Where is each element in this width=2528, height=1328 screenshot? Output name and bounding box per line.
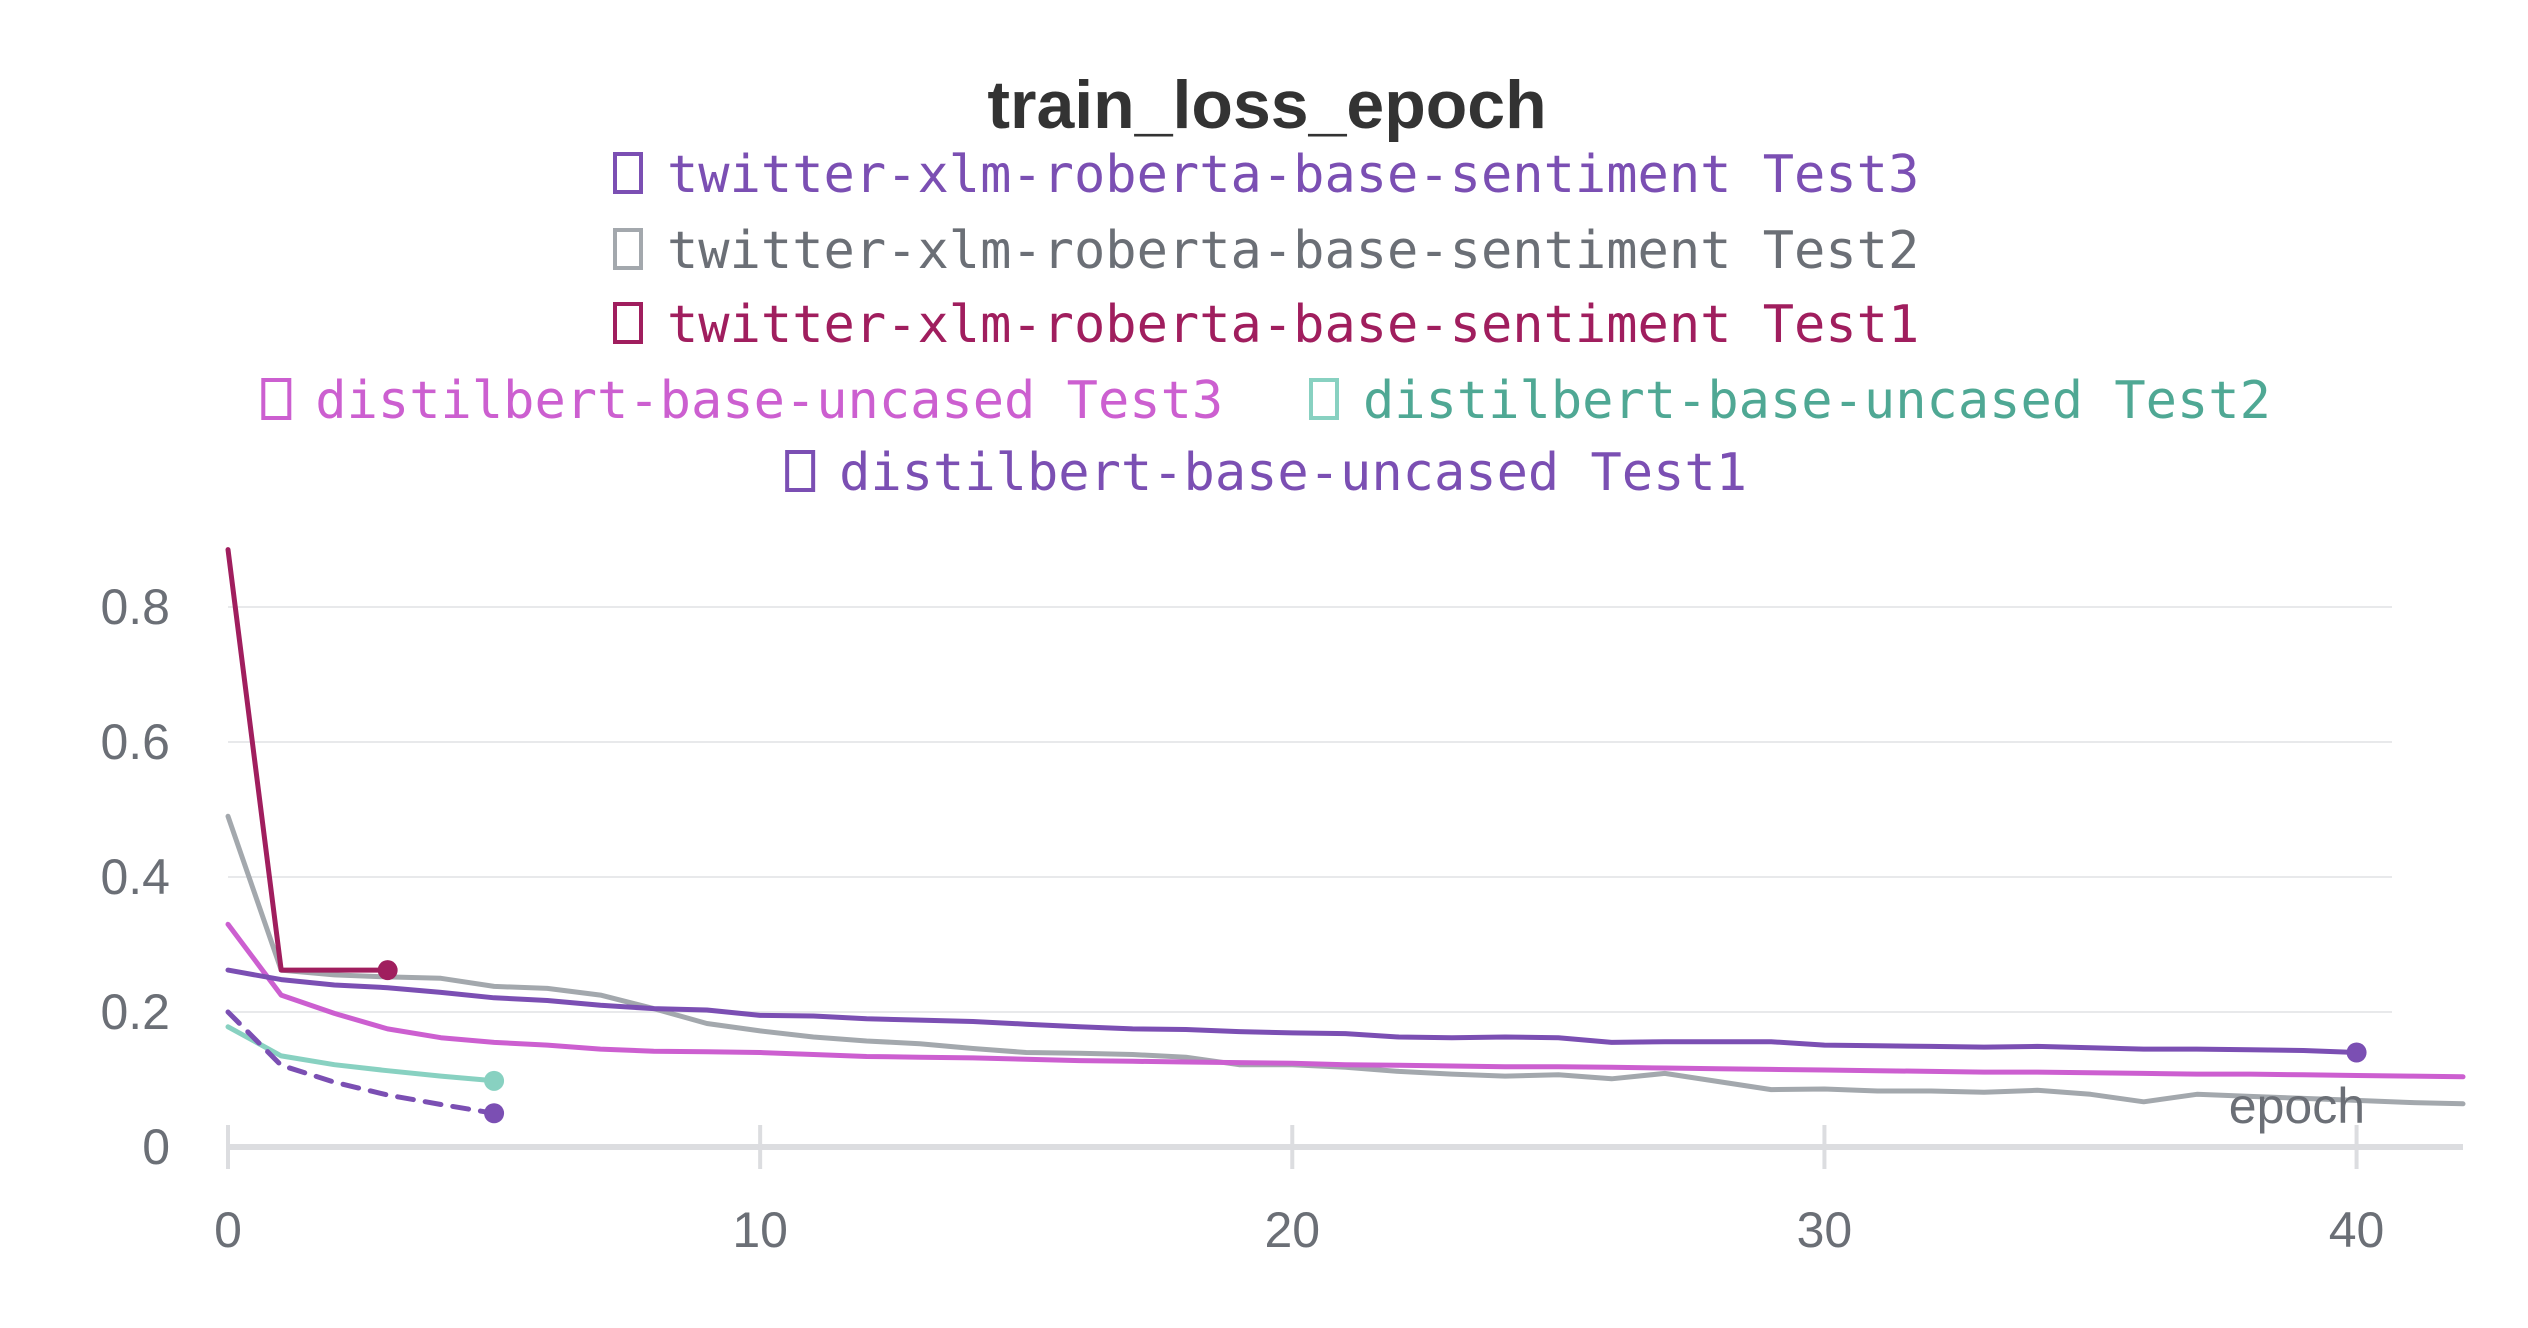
legend-item: distilbert-base-uncased Test2 bbox=[1309, 371, 2271, 431]
x-tick-label: 40 bbox=[2329, 1202, 2385, 1258]
legend: twitter-xlm-roberta-base-sentiment Test3… bbox=[261, 145, 2271, 503]
legend-item: distilbert-base-uncased Test1 bbox=[785, 443, 1747, 503]
series-lines bbox=[225, 547, 2466, 1124]
legend-swatch-icon bbox=[1309, 378, 1339, 420]
legend-item: twitter-xlm-roberta-base-sentiment Test1 bbox=[613, 295, 1919, 355]
series-end-point-5 bbox=[484, 1103, 505, 1124]
legend-swatch-icon bbox=[261, 378, 292, 420]
series-line-5 bbox=[225, 1009, 497, 1116]
legend-label: twitter-xlm-roberta-base-sentiment Test3 bbox=[667, 145, 1919, 205]
series-end-point-0 bbox=[2346, 1042, 2367, 1063]
legend-swatch-icon bbox=[613, 152, 643, 194]
y-tick-label: 0 bbox=[142, 1119, 170, 1175]
x-tick-label: 20 bbox=[1264, 1202, 1320, 1258]
grid-lines bbox=[228, 606, 2392, 1013]
series-line-4 bbox=[225, 1024, 497, 1084]
y-tick-label: 0.8 bbox=[100, 579, 170, 635]
legend-swatch-icon bbox=[613, 302, 643, 344]
y-tick-label: 0.6 bbox=[100, 714, 170, 770]
x-axis-title: epoch bbox=[2229, 1078, 2365, 1134]
chart-title: train_loss_epoch bbox=[987, 67, 1546, 143]
series-end-point-2 bbox=[377, 960, 398, 981]
legend-label: distilbert-base-uncased Test3 bbox=[315, 371, 1223, 431]
series-line-2 bbox=[225, 547, 391, 973]
legend-item: twitter-xlm-roberta-base-sentiment Test2 bbox=[613, 221, 1919, 281]
x-tick-label: 0 bbox=[214, 1202, 242, 1258]
series-line-1 bbox=[225, 813, 2466, 1107]
y-tick-label: 0.2 bbox=[100, 984, 170, 1040]
x-tick-label: 10 bbox=[732, 1202, 788, 1258]
y-axis-ticks: 0 0.2 0.4 0.6 0.8 bbox=[100, 579, 170, 1175]
legend-label: distilbert-base-uncased Test2 bbox=[1363, 371, 2271, 431]
legend-swatch-icon bbox=[613, 228, 643, 270]
legend-item: distilbert-base-uncased Test3 bbox=[261, 371, 1223, 431]
legend-label: twitter-xlm-roberta-base-sentiment Test2 bbox=[667, 221, 1919, 281]
series-line-0 bbox=[225, 967, 2360, 1055]
legend-item: twitter-xlm-roberta-base-sentiment Test3 bbox=[613, 145, 1919, 205]
series-end-point-4 bbox=[484, 1070, 505, 1091]
legend-label: twitter-xlm-roberta-base-sentiment Test1 bbox=[667, 295, 1919, 355]
x-axis: 0 10 20 30 40 bbox=[214, 1125, 2463, 1258]
y-tick-label: 0.4 bbox=[100, 849, 170, 905]
series-line-3 bbox=[225, 921, 2466, 1080]
x-tick-label: 30 bbox=[1797, 1202, 1853, 1258]
legend-swatch-icon bbox=[785, 450, 816, 492]
legend-label: distilbert-base-uncased Test1 bbox=[839, 443, 1747, 503]
